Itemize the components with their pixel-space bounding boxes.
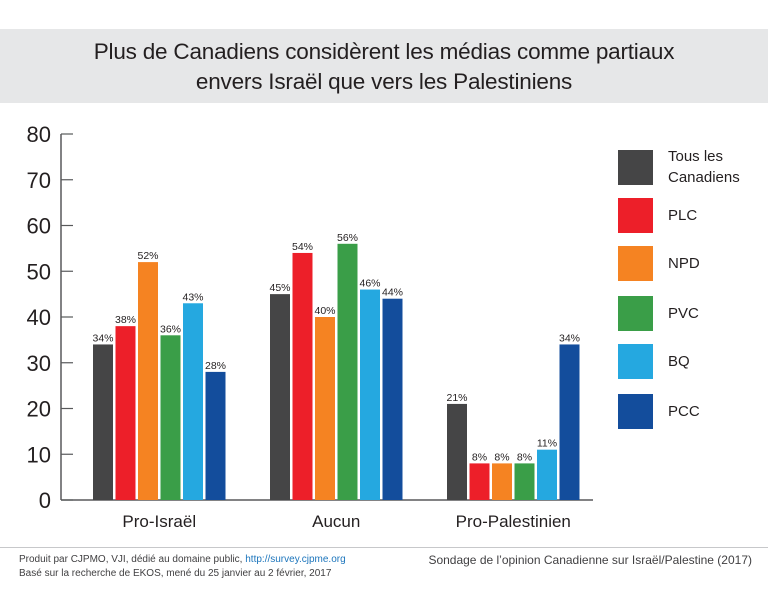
- bar: [205, 371, 226, 500]
- legend-label: PLC: [668, 205, 697, 226]
- data-label: 54%: [292, 241, 313, 253]
- data-label: 34%: [92, 332, 113, 344]
- legend-label: NPD: [668, 253, 700, 274]
- footer-credit-text: Produit par CJPMO, VJI, dédié au domaine…: [19, 554, 246, 565]
- data-label: 21%: [446, 392, 467, 404]
- legend-swatch: [618, 344, 653, 379]
- bar: [115, 326, 136, 500]
- y-tick-label: 70: [27, 168, 51, 193]
- legend-label: Tous les Canadiens: [668, 146, 740, 188]
- legend-swatch: [618, 150, 653, 185]
- bar: [514, 463, 535, 500]
- legend-label-line: PVC: [668, 305, 699, 322]
- legend-label: BQ: [668, 351, 690, 372]
- bar: [183, 303, 203, 500]
- data-label: 8%: [517, 451, 532, 463]
- bar: [270, 294, 290, 500]
- bar: [138, 262, 158, 500]
- legend-swatch: [618, 394, 653, 429]
- y-tick-label: 40: [27, 305, 51, 330]
- data-label: 34%: [559, 332, 580, 344]
- y-tick-label: 30: [27, 351, 51, 376]
- legend-swatch: [618, 246, 653, 281]
- y-tick-label: 60: [27, 214, 51, 239]
- bar: [447, 403, 467, 500]
- data-label: 56%: [337, 232, 358, 244]
- footer-credits: Produit par CJPMO, VJI, dédié au domaine…: [19, 553, 346, 581]
- data-label: 8%: [494, 451, 509, 463]
- survey-title: Sondage de l’opinion Canadienne sur Isra…: [428, 553, 752, 567]
- legend-swatch: [618, 198, 653, 233]
- data-label: 45%: [269, 282, 290, 294]
- data-label: 44%: [382, 287, 403, 299]
- bar: [315, 317, 335, 500]
- footer-credit-line: Produit par CJPMO, VJI, dédié au domaine…: [19, 553, 346, 567]
- data-label: 52%: [137, 250, 158, 262]
- legend-label-line: Canadiens: [668, 169, 740, 186]
- bar: [292, 252, 313, 500]
- y-tick-label: 0: [39, 488, 51, 513]
- legend-label: PCC: [668, 401, 700, 422]
- bar: [559, 344, 580, 500]
- legend-label-line: Tous les: [668, 148, 724, 165]
- y-tick-label: 10: [27, 442, 51, 467]
- x-category-label: Aucun: [312, 512, 360, 531]
- data-label: 11%: [537, 438, 557, 450]
- x-category-label: Pro-Israël: [122, 512, 196, 531]
- bar: [382, 298, 403, 500]
- legend-label-line: BQ: [668, 353, 690, 370]
- title-band: Plus de Canadiens considèrent les médias…: [0, 29, 768, 103]
- bar: [469, 463, 490, 500]
- bar: [537, 449, 557, 500]
- bar: [93, 344, 113, 500]
- survey-link[interactable]: http://survey.cjpme.org: [245, 554, 346, 565]
- bar: [337, 243, 358, 501]
- y-tick-label: 50: [27, 259, 51, 284]
- legend-label-line: NPD: [668, 255, 700, 272]
- chart-title-line-1: Plus de Canadiens considèrent les médias…: [93, 39, 675, 64]
- data-label: 40%: [314, 305, 335, 317]
- bar: [360, 289, 380, 500]
- y-tick-label: 80: [27, 122, 51, 147]
- x-category-label: Pro-Palestinien: [456, 512, 571, 531]
- data-label: 8%: [472, 451, 487, 463]
- data-label: 28%: [205, 360, 226, 372]
- bar: [492, 463, 512, 500]
- data-label: 36%: [160, 323, 181, 335]
- data-label: 43%: [182, 291, 203, 303]
- legend-label-line: PCC: [668, 403, 700, 420]
- data-label: 46%: [359, 278, 380, 290]
- footer-divider: [0, 547, 768, 548]
- chart-title-line-2: envers Israël que vers les Palestiniens: [195, 69, 573, 94]
- footer-source-line: Basé sur la recherche de EKOS, mené du 2…: [19, 568, 332, 579]
- bar: [160, 335, 181, 500]
- y-tick-label: 20: [27, 397, 51, 422]
- legend-swatch: [618, 296, 653, 331]
- legend-label-line: PLC: [668, 207, 698, 224]
- legend-label: PVC: [668, 303, 699, 324]
- data-label: 38%: [115, 314, 136, 326]
